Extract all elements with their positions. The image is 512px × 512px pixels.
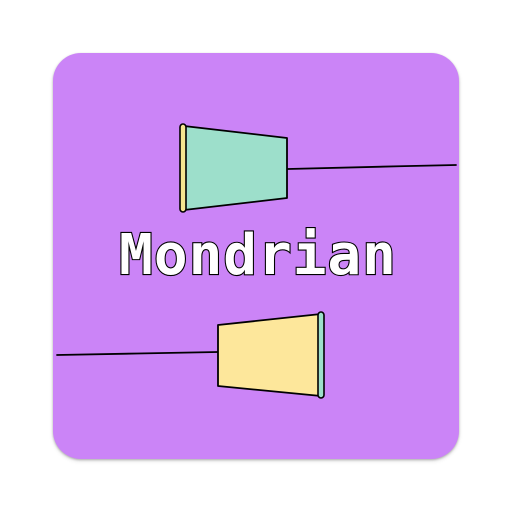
top-string: [287, 164, 457, 170]
bottom-cup-icon: [217, 311, 325, 399]
top-cup-icon: [179, 123, 288, 213]
top-cup-rim: [179, 123, 187, 213]
top-cup-body: [183, 125, 288, 211]
bottom-cup-rim: [317, 311, 325, 399]
bottom-cup-body: [217, 313, 322, 397]
app-icon-background: [53, 53, 459, 459]
app-title: Mondrian: [119, 223, 397, 288]
bottom-string: [56, 351, 219, 356]
